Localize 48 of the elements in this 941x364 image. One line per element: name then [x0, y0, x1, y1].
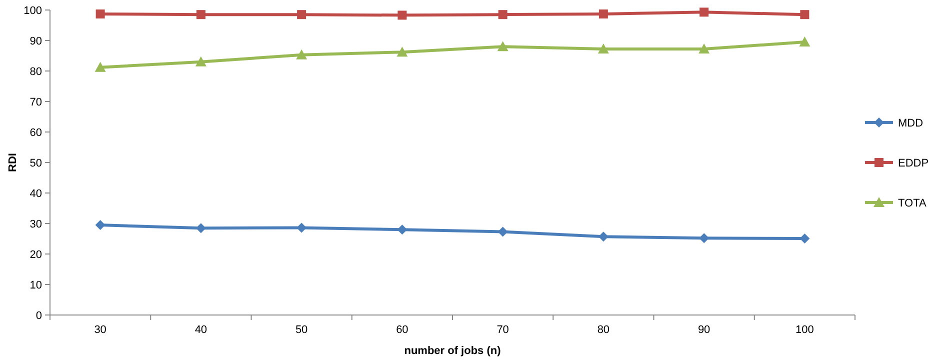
- point: [96, 9, 105, 18]
- point: [196, 10, 206, 20]
- y-tick-label: 100: [24, 4, 42, 17]
- point: [800, 233, 810, 244]
- point: [799, 36, 810, 47]
- x-tick-label: 60: [396, 324, 408, 336]
- y-tick-label: 20: [30, 248, 42, 261]
- point: [700, 8, 709, 17]
- point: [699, 233, 710, 244]
- point: [296, 222, 307, 233]
- point: [800, 10, 810, 20]
- x-tick-label: 50: [295, 324, 308, 336]
- y-axis-title: RDI: [7, 153, 19, 172]
- point: [498, 10, 508, 20]
- point: [598, 232, 608, 242]
- y-tick-label: 70: [30, 96, 42, 108]
- point: [94, 62, 106, 72]
- legend-label: EDDP: [898, 157, 929, 170]
- x-tick-label: 100: [796, 324, 814, 336]
- legend-label: TOTA: [898, 197, 927, 210]
- y-tick-label: 40: [30, 188, 42, 200]
- legend-label: MDD: [898, 117, 924, 130]
- point: [598, 9, 608, 18]
- point: [196, 223, 206, 234]
- x-tick-label: 70: [496, 324, 509, 336]
- y-tick-label: 30: [30, 218, 42, 230]
- point: [598, 44, 609, 54]
- point: [95, 220, 106, 230]
- point: [397, 224, 408, 235]
- x-axis-title: number of jobs (n): [404, 345, 502, 357]
- y-tick-label: 80: [30, 66, 42, 78]
- point: [195, 56, 206, 66]
- y-tick-label: 0: [36, 310, 42, 322]
- x-tick-label: 90: [698, 324, 710, 336]
- point: [296, 49, 308, 60]
- x-tick-label: 30: [94, 324, 106, 336]
- point: [698, 44, 710, 54]
- point: [396, 46, 408, 57]
- x-tick-label: 40: [194, 324, 208, 336]
- point: [497, 41, 508, 52]
- y-tick-label: 50: [30, 157, 42, 170]
- y-tick-label: 90: [30, 35, 42, 48]
- y-tick-label: 60: [30, 126, 42, 139]
- point: [398, 10, 407, 20]
- y-tick-label: 10: [30, 279, 42, 292]
- point: [297, 10, 306, 20]
- x-tick-label: 80: [597, 324, 610, 336]
- point: [498, 226, 508, 237]
